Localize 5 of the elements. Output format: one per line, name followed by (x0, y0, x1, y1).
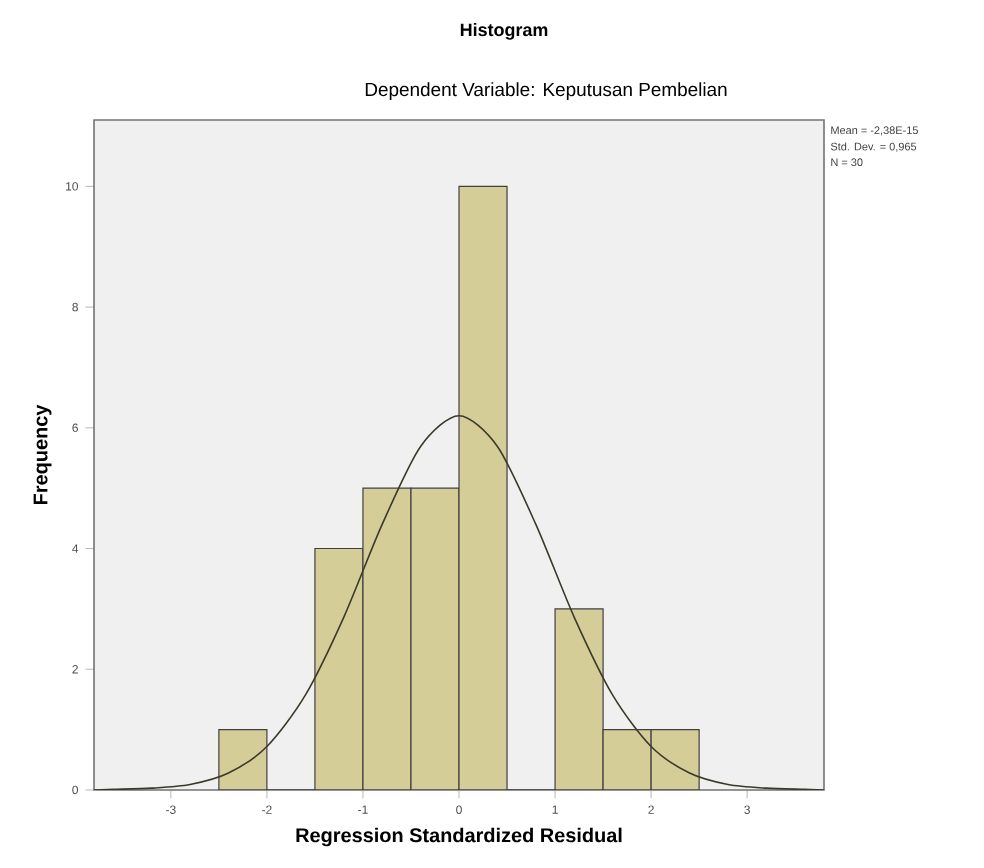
y-axis-title: Frequency (33, 404, 52, 505)
line-series (94, 414, 825, 790)
x-axis-title: Regression Standardized Residual (296, 827, 622, 847)
chart-subtitle: Dependent Variable: Keputusan Pembelian (365, 82, 727, 100)
chart-title: Histogram (460, 22, 548, 40)
